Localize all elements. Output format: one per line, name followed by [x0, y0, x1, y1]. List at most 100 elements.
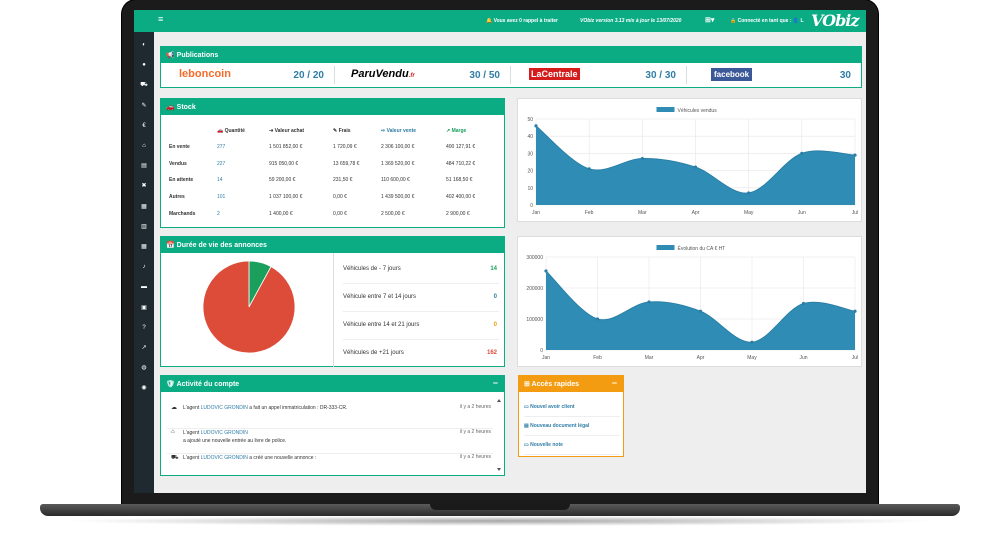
duree-value: 162 [486, 350, 497, 356]
publications-row: leboncoin 20 / 20 ParuVendu.fr 30 / 50 L… [161, 63, 863, 87]
stock-cell-frais: 1 720,09 € [333, 144, 357, 151]
globe-icon[interactable]: ◍ [141, 365, 147, 372]
table-row: Vendus 227 915 050,00 € 13 659,78 € 1 369 52… [169, 156, 479, 173]
data-point[interactable] [587, 167, 591, 171]
stock-cell-marge: 400 127,91 € [446, 144, 476, 151]
table-row: En vente 277 1 501 852,00 € 1 720,09 € 2 306… [169, 139, 479, 156]
data-point[interactable] [853, 309, 857, 313]
stock-cell-frais: 13 659,78 € [333, 160, 360, 167]
x-tick-label: Feb [585, 210, 594, 216]
x-tick-label: Mar [638, 210, 647, 216]
activite-list[interactable]: ☁ L'agent LUDOVIC GRONDIN a fait un appel… [167, 398, 499, 472]
y-tick-label: 200000 [526, 286, 543, 292]
collapse-button[interactable]: − [492, 378, 498, 388]
car-icon[interactable]: ⛟ [140, 82, 148, 89]
data-point[interactable] [750, 340, 754, 344]
pub-lacentrale[interactable]: LaCentrale 30 / 30 [513, 66, 687, 84]
stock-cell-qty[interactable]: 14 [217, 177, 223, 184]
collapse-button[interactable]: − [611, 378, 617, 388]
data-point[interactable] [640, 156, 644, 161]
data-point[interactable] [693, 165, 698, 169]
agent-link[interactable]: LUDOVIC GRONDIN [200, 430, 248, 436]
pub-facebook[interactable]: facebook 30 [689, 66, 861, 84]
col-valeur-achat: ⇥ Valeur achat [269, 128, 305, 134]
briefcase-icon[interactable]: ▣ [141, 304, 147, 311]
stock-cell-qty[interactable]: 101 [217, 194, 226, 201]
list-item: ☁ L'agent LUDOVIC GRONDIN a fait un appel… [167, 404, 493, 429]
pub-paruvendu[interactable]: ParuVendu.fr 30 / 50 [337, 66, 511, 84]
stock-cell-achat: 1 037 100,00 € [269, 194, 303, 201]
question-icon[interactable]: ? [142, 324, 146, 331]
euro-icon[interactable]: € [142, 122, 146, 129]
chart-line-icon[interactable]: ↗ [141, 345, 147, 351]
list-item: Véhicules de +21 jours 162 [343, 340, 499, 368]
acces-rapides-title: ⊞ Accès rapides − [519, 376, 623, 392]
hammer-icon[interactable]: ✖ [141, 183, 147, 190]
pub-leboncoin[interactable]: leboncoin 20 / 20 [163, 66, 335, 84]
bell-icon[interactable]: ♪ [142, 264, 146, 271]
publications-title: 📢 Publications [161, 47, 861, 63]
y-tick-label: 50 [527, 117, 533, 123]
calculator-icon[interactable]: ▦ [141, 203, 147, 210]
stock-cell-achat: 915 050,00 € [269, 160, 299, 167]
message-icon[interactable]: ▬ [141, 284, 147, 291]
data-point[interactable] [544, 269, 548, 273]
bank-icon[interactable]: ⌂ [142, 143, 146, 149]
file-icon[interactable]: ▤ [141, 163, 147, 170]
data-point[interactable] [747, 191, 751, 195]
agent-link[interactable]: LUDOVIC GRONDIN [200, 455, 248, 461]
table-row: Autres 101 1 037 100,00 € 0,00 € 1 439 500,0… [169, 189, 479, 206]
pub-count: 20 / 20 [293, 70, 324, 81]
dashboard-icon[interactable]: ◐ [142, 42, 146, 48]
stock-cell-achat: 1 400,00 € [269, 210, 293, 217]
data-point[interactable] [698, 309, 703, 313]
eye-icon[interactable]: ◉ [141, 385, 147, 392]
pub-count: 30 / 50 [469, 70, 500, 81]
stock-cell-qty[interactable]: 277 [217, 144, 226, 151]
vobiz-logo[interactable]: VObiz [811, 11, 859, 30]
chart-evolution-ca-svg: Évolution du CA € HT 0 100000 200000 300000 J… [526, 245, 858, 361]
col-label [169, 123, 217, 139]
y-tick-label: 20 [527, 169, 533, 175]
legend-swatch [656, 107, 675, 112]
rappel-link[interactable]: 🔔 Vous avez 0 rappel à traiter [486, 18, 558, 24]
data-point[interactable] [800, 151, 804, 155]
data-point[interactable] [595, 317, 600, 321]
user-menu[interactable]: 🔒 Connecté en tant que : 👤 L [730, 18, 804, 24]
wrench-icon[interactable]: ✎ [141, 102, 147, 109]
data-point[interactable] [534, 124, 538, 128]
x-tick-label: May [747, 355, 757, 361]
data-point[interactable] [853, 153, 857, 157]
activity-time: il y a 2 heures [459, 429, 491, 435]
x-tick-label: Jul [852, 210, 858, 216]
duree-label: Véhicule entre 14 et 21 jours [343, 322, 420, 328]
hamburger-icon[interactable]: ≡ [158, 14, 164, 24]
stock-cell-qty[interactable]: 227 [217, 160, 226, 167]
data-point[interactable] [801, 301, 806, 306]
version-text: VObiz version 3.13 mis à jour le 13/07/2… [580, 18, 682, 24]
series-area [536, 125, 855, 205]
series-area [546, 270, 855, 350]
credit-card-link[interactable]: ▭ Nouvel avoir client [524, 398, 620, 417]
agent-link[interactable]: LUDOVIC GRONDIN [200, 405, 248, 411]
book-icon[interactable]: ▥ [141, 223, 147, 230]
activity-text: L'agent LUDOVIC GRONDIN a créé une nouve… [183, 455, 317, 461]
x-tick-label: Jun [798, 210, 806, 216]
bank-icon: ⌂ [171, 429, 175, 435]
car-icon: ⛟ [171, 455, 179, 461]
document-link[interactable]: ▤ Nouveau document légal [524, 417, 620, 436]
data-point[interactable] [647, 300, 651, 304]
calendar-icon[interactable]: ▦ [141, 244, 147, 250]
duree-label: Véhicule entre 7 et 14 jours [343, 294, 417, 300]
activite-scrollbar[interactable] [496, 398, 502, 472]
stock-cell-achat: 59 200,00 € [269, 177, 296, 184]
laptop-shadow [60, 516, 940, 526]
user-circle-icon[interactable]: ● [142, 62, 146, 69]
duree-label: Véhicules de +21 jours [343, 350, 404, 356]
plus-menu-icon[interactable]: ⊞▾ [705, 17, 715, 24]
pie-slice[interactable] [202, 260, 296, 354]
y-tick-label: 0 [530, 203, 533, 209]
stock-cell-qty[interactable]: 2 [217, 210, 220, 217]
note-link[interactable]: ▭ Nouvelle note [524, 436, 620, 455]
